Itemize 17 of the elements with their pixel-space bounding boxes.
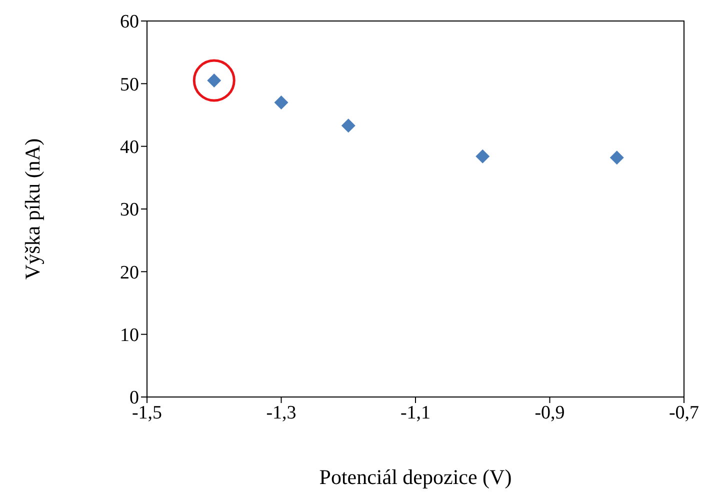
x-tick-label: -1,3 xyxy=(266,402,296,424)
y-tick-label: 0 xyxy=(130,388,139,409)
y-tick-label: 20 xyxy=(120,262,139,284)
point xyxy=(610,150,624,165)
y-tick-label: 50 xyxy=(120,74,139,96)
x-axis-title: Potenciál depozice (V) xyxy=(319,465,512,489)
y-tick-label: 30 xyxy=(120,200,139,221)
x-tick-label: -0,7 xyxy=(668,402,700,424)
y-axis-title: Výška píku (nA) xyxy=(20,138,44,280)
point xyxy=(341,118,356,133)
x-tick-label: -1,1 xyxy=(400,402,431,424)
point xyxy=(476,149,490,164)
x-tick-label: -0,9 xyxy=(534,402,565,424)
y-tick-label: 10 xyxy=(120,325,139,346)
y-tick-label: 60 xyxy=(120,12,139,33)
y-tick-label: 40 xyxy=(120,137,139,158)
point xyxy=(274,95,288,110)
